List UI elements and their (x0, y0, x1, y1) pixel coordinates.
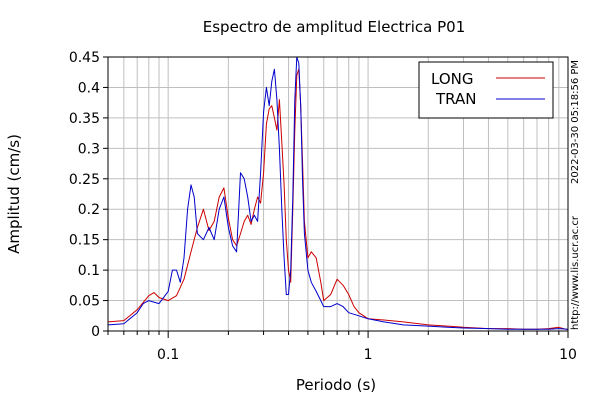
legend-box (418, 61, 554, 119)
source-url-label: http://www.lis.ucr.ac.cr (570, 215, 581, 330)
y-tick-label: 0.25 (69, 172, 100, 188)
x-tick-label: 1 (364, 347, 373, 363)
legend-label-tran: TRAN (435, 90, 476, 108)
y-tick-label: 0.4 (78, 80, 100, 96)
grid (107, 56, 569, 332)
legend: LONG TRAN (418, 61, 554, 119)
y-tick-label: 0.2 (78, 202, 100, 218)
plot-frame (107, 56, 569, 332)
series-line-tran (107, 56, 569, 330)
y-tick-label: 0.35 (69, 111, 100, 127)
y-tick-label: 0 (91, 324, 100, 340)
axis-ticks (103, 56, 569, 338)
x-axis-title: Periodo (s) (296, 376, 376, 394)
x-tick-labels: 0.1 1 10 (157, 347, 577, 363)
y-axis-title: Amplitud (cm/s) (5, 134, 23, 254)
y-tick-labels: 0 0.05 0.1 0.15 0.2 0.25 0.3 0.35 0.4 0.45 (69, 50, 100, 340)
y-tick-label: 0.05 (69, 294, 100, 310)
y-tick-label: 0.3 (78, 141, 100, 157)
y-tick-label: 0.15 (69, 233, 100, 249)
x-tick-label: 10 (559, 347, 577, 363)
y-tick-label: 0.45 (69, 50, 100, 66)
y-tick-label: 0.1 (78, 263, 100, 279)
timestamp-label: 2022-03-30 05:18:56 PM (570, 60, 581, 184)
series-line-long (107, 68, 569, 331)
legend-label-long: LONG (431, 70, 473, 88)
series-lines (107, 56, 569, 331)
chart-title: Espectro de amplitud Electrica P01 (203, 18, 466, 36)
x-tick-label: 0.1 (157, 347, 179, 363)
